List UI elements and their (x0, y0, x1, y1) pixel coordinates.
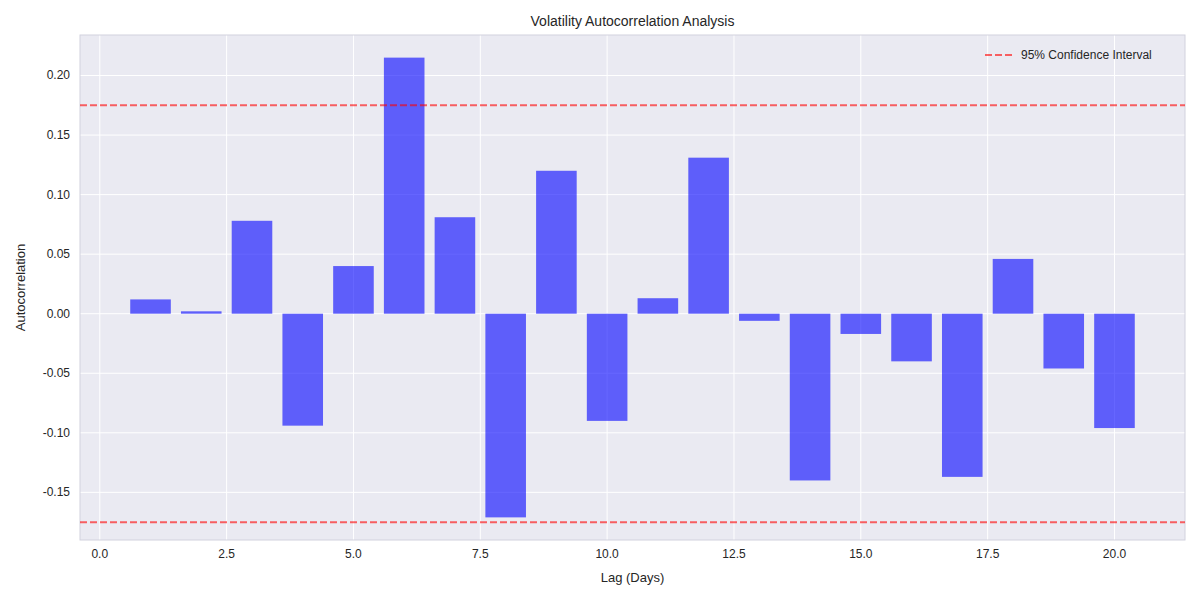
bar (1043, 314, 1084, 369)
y-tick-label: -0.10 (43, 426, 71, 440)
x-grid-line (987, 35, 988, 540)
y-tick-label: 0.05 (47, 247, 71, 261)
y-grid-line (80, 373, 1185, 374)
x-grid-line (1114, 35, 1115, 540)
confidence-line (80, 104, 1185, 106)
plot-frame (80, 35, 1185, 540)
legend-swatch (985, 54, 1013, 56)
x-tick-label: 20.0 (1103, 547, 1127, 561)
y-grid-line (80, 135, 1185, 136)
x-tick-label: 5.0 (345, 547, 362, 561)
x-tick-label: 12.5 (722, 547, 746, 561)
legend: 95% Confidence Interval (985, 48, 1152, 62)
x-grid-line (607, 35, 608, 540)
bar (1094, 314, 1135, 428)
page: {"chart_data": { "type": "bar", "title":… (0, 0, 1200, 600)
plot-marks (80, 58, 1185, 523)
bar (536, 171, 577, 314)
y-tick-label: -0.05 (43, 366, 71, 380)
bar (485, 314, 526, 518)
bar (739, 314, 780, 321)
title: Volatility Autocorrelation Analysis (531, 13, 735, 29)
x-tick-label: 17.5 (976, 547, 1000, 561)
x-grid-line (99, 35, 100, 540)
x-tick-label: 7.5 (472, 547, 489, 561)
confidence-line (80, 521, 1185, 523)
x-grid-line (860, 35, 861, 540)
x-grid-line (733, 35, 734, 540)
bar (638, 298, 679, 313)
y-grid-line (80, 194, 1185, 195)
bar (130, 299, 171, 313)
bar (790, 314, 831, 481)
grid (80, 35, 1185, 540)
x-grid-line (226, 35, 227, 540)
bar (942, 314, 983, 477)
x-tick-label: 2.5 (218, 547, 235, 561)
bar (841, 314, 882, 334)
bar (333, 266, 374, 314)
bar (181, 311, 222, 313)
x-tick-label: 10.0 (595, 547, 619, 561)
y-grid-line (80, 432, 1185, 433)
y-grid-line (80, 492, 1185, 493)
bar (587, 314, 628, 421)
bar (688, 158, 729, 314)
bar (282, 314, 323, 426)
x-tick-label: 0.0 (91, 547, 108, 561)
y-tick-label: 0.20 (47, 68, 71, 82)
bar (891, 314, 932, 362)
y-axis-label: Autocorrelation (13, 244, 28, 331)
bar (435, 217, 476, 313)
chart: -0.15 -0.10 -0.05 0.00 0.05 0.10 0.15 0.20 0.0 2.… (0, 0, 1200, 600)
y-tick-label: 0.15 (47, 128, 71, 142)
x-grid-line (480, 35, 481, 540)
plot-background (80, 35, 1185, 540)
y-tick-label: 0.00 (47, 307, 71, 321)
x-tick-label: 15.0 (849, 547, 873, 561)
y-tick-label: 0.10 (47, 188, 71, 202)
tick-labels: -0.15 -0.10 -0.05 0.00 0.05 0.10 0.15 0.20 0.0 2.… (43, 68, 1127, 561)
y-grid-line (80, 75, 1185, 76)
bar (384, 58, 425, 314)
x-axis-label: Lag (Days) (601, 570, 665, 585)
legend-label: 95% Confidence Interval (1021, 48, 1152, 62)
bar (993, 259, 1034, 314)
bar (232, 221, 273, 314)
y-tick-label: -0.15 (43, 485, 71, 499)
